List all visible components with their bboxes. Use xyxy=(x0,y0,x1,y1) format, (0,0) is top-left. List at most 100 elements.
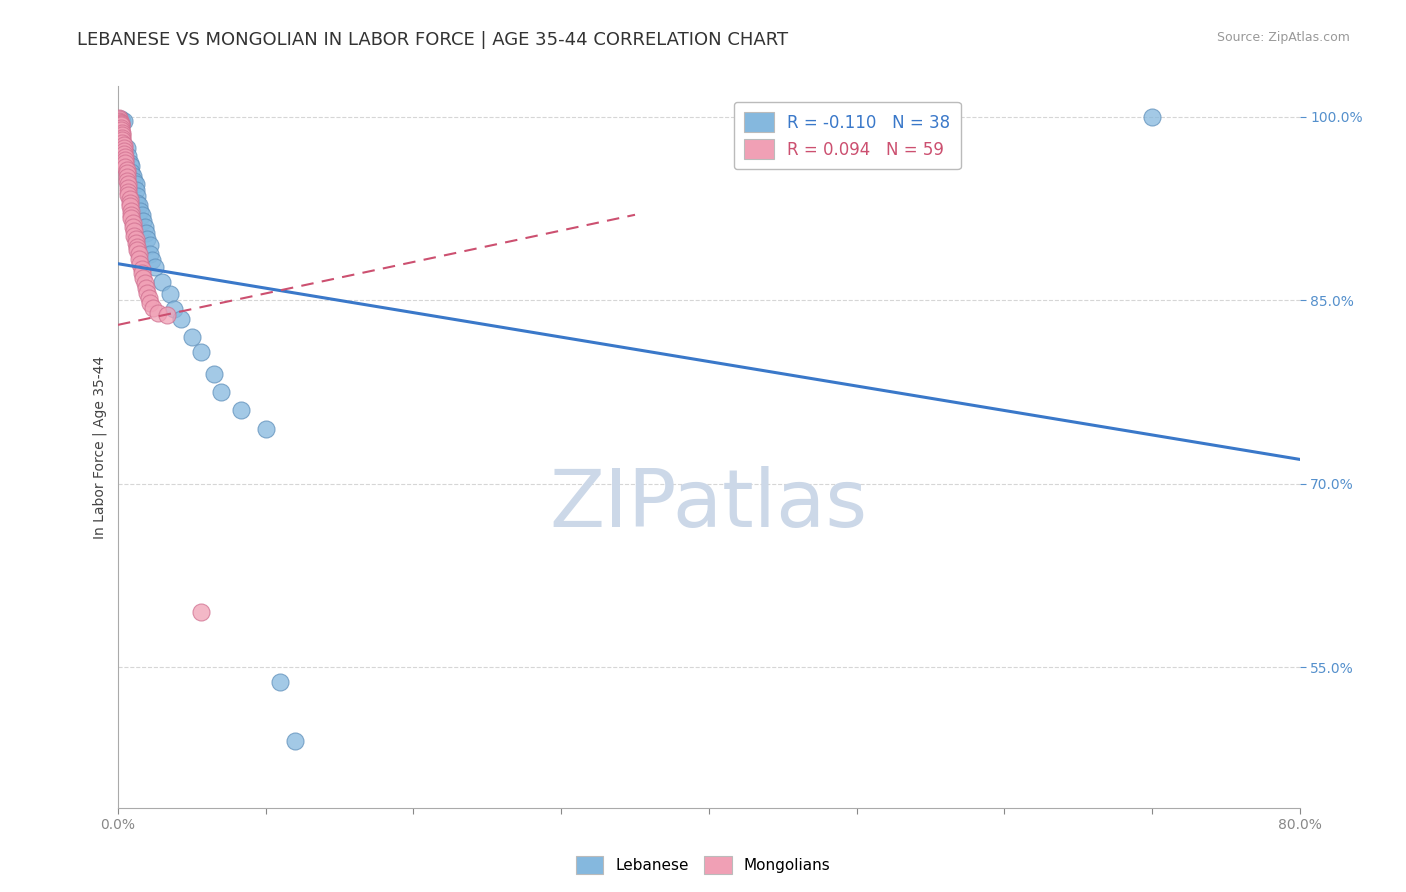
Point xyxy=(117,185,139,199)
Point xyxy=(110,123,132,137)
Point xyxy=(1140,110,1163,124)
Point xyxy=(120,159,142,173)
Point xyxy=(108,112,131,127)
Point xyxy=(190,344,212,359)
Point xyxy=(163,301,186,316)
Point xyxy=(122,228,145,243)
Point xyxy=(142,301,165,315)
Point xyxy=(170,311,193,326)
Point xyxy=(108,111,131,125)
Point xyxy=(156,308,179,322)
Point xyxy=(129,204,152,219)
Point xyxy=(112,140,135,154)
Point xyxy=(108,113,131,128)
Point xyxy=(132,214,155,228)
Point xyxy=(146,305,169,319)
Point xyxy=(111,130,134,145)
Point xyxy=(114,160,136,174)
Text: LEBANESE VS MONGOLIAN IN LABOR FORCE | AGE 35-44 CORRELATION CHART: LEBANESE VS MONGOLIAN IN LABOR FORCE | A… xyxy=(77,31,789,49)
Point xyxy=(115,140,138,154)
Point xyxy=(111,133,134,147)
Point xyxy=(121,216,143,230)
Point xyxy=(118,195,141,210)
Point xyxy=(121,169,143,183)
Point xyxy=(128,198,150,212)
Point xyxy=(110,120,132,135)
Point xyxy=(117,188,139,202)
Text: Source: ZipAtlas.com: Source: ZipAtlas.com xyxy=(1216,31,1350,45)
Point xyxy=(143,260,166,275)
Point xyxy=(117,181,139,195)
Point xyxy=(135,281,157,295)
Point xyxy=(128,252,150,266)
Point xyxy=(129,257,152,271)
Point xyxy=(139,247,162,261)
Point xyxy=(120,211,142,226)
Point xyxy=(131,267,153,281)
Point xyxy=(114,156,136,170)
Point xyxy=(139,238,162,252)
Point xyxy=(110,119,132,133)
Point xyxy=(120,208,142,222)
Point xyxy=(115,166,138,180)
Point xyxy=(108,115,131,129)
Point xyxy=(118,156,141,170)
Point xyxy=(202,367,225,381)
Point xyxy=(117,178,139,192)
Point xyxy=(115,169,138,184)
Point xyxy=(111,113,134,128)
Point xyxy=(127,195,149,210)
Point xyxy=(124,178,146,192)
Point xyxy=(128,247,150,261)
Legend: R = -0.110   N = 38, R = 0.094   N = 59: R = -0.110 N = 38, R = 0.094 N = 59 xyxy=(734,102,960,169)
Point xyxy=(229,403,252,417)
Legend: Lebanese, Mongolians: Lebanese, Mongolians xyxy=(569,850,837,880)
Point xyxy=(134,277,156,291)
Point xyxy=(132,271,155,285)
Point xyxy=(135,226,157,240)
Point xyxy=(131,261,153,276)
Point xyxy=(180,330,202,344)
Point xyxy=(159,287,181,301)
Point xyxy=(141,253,163,268)
Y-axis label: In Labor Force | Age 35-44: In Labor Force | Age 35-44 xyxy=(93,356,107,539)
Point xyxy=(111,128,134,143)
Point xyxy=(112,144,135,158)
Point xyxy=(118,192,141,206)
Point xyxy=(131,208,153,222)
Point xyxy=(127,189,149,203)
Point xyxy=(111,126,134,140)
Point xyxy=(112,138,135,153)
Point xyxy=(110,117,132,131)
Point xyxy=(284,733,307,747)
Point xyxy=(115,173,138,187)
Point xyxy=(117,149,139,163)
Point xyxy=(134,220,156,235)
Point xyxy=(150,275,173,289)
Point xyxy=(138,291,160,305)
Point xyxy=(118,199,141,213)
Point xyxy=(139,296,162,310)
Point xyxy=(121,220,143,235)
Point xyxy=(115,162,138,177)
Point xyxy=(122,173,145,187)
Point xyxy=(122,224,145,238)
Point xyxy=(108,112,131,127)
Point xyxy=(110,116,132,130)
Point xyxy=(112,113,135,128)
Point xyxy=(112,146,135,161)
Point xyxy=(209,385,232,400)
Point xyxy=(254,422,277,436)
Point xyxy=(190,605,212,619)
Point xyxy=(110,112,132,127)
Point xyxy=(124,232,146,246)
Point xyxy=(136,286,159,301)
Point xyxy=(114,150,136,164)
Point xyxy=(124,183,146,197)
Point xyxy=(114,153,136,167)
Point xyxy=(120,204,142,219)
Point xyxy=(127,239,149,253)
Point xyxy=(124,235,146,250)
Point xyxy=(269,675,291,690)
Point xyxy=(136,232,159,246)
